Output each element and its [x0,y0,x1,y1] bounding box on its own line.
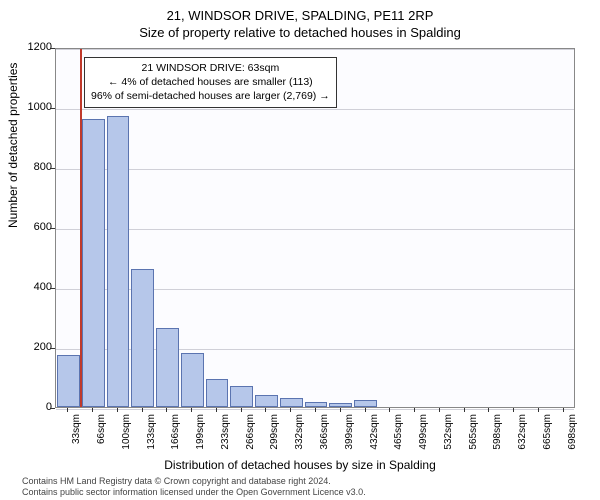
x-tick-label: 133sqm [146,414,157,464]
property-marker-line [80,49,82,407]
x-tick-label: 166sqm [170,414,181,464]
histogram-bar [354,400,377,408]
annotation-box: 21 WINDSOR DRIVE: 63sqm← 4% of detached … [84,57,337,108]
x-tick-mark [290,408,291,412]
x-tick-label: 299sqm [269,414,280,464]
gridline [56,109,574,110]
x-tick-label: 399sqm [344,414,355,464]
x-tick-label: 499sqm [418,414,429,464]
x-tick-label: 100sqm [121,414,132,464]
y-tick-label: 600 [12,221,52,233]
x-tick-label: 632sqm [517,414,528,464]
histogram-bar [181,353,204,407]
x-tick-label: 432sqm [369,414,380,464]
y-tick-mark [51,348,55,349]
x-tick-mark [365,408,366,412]
histogram-bar [82,119,105,407]
histogram-bar [57,355,80,408]
histogram-bar [255,395,278,407]
y-tick-mark [51,108,55,109]
histogram-bar [329,403,352,407]
x-tick-label: 565sqm [468,414,479,464]
x-tick-mark [166,408,167,412]
chart-plot-area: 21 WINDSOR DRIVE: 63sqm← 4% of detached … [55,48,575,408]
x-tick-mark [513,408,514,412]
x-tick-label: 698sqm [567,414,578,464]
x-axis-label: Distribution of detached houses by size … [0,458,600,472]
histogram-bar [206,379,229,408]
y-tick-mark [51,408,55,409]
x-tick-mark [563,408,564,412]
annotation-line: 21 WINDSOR DRIVE: 63sqm [91,61,330,75]
histogram-bar [280,398,303,407]
x-tick-label: 366sqm [319,414,330,464]
x-tick-mark [92,408,93,412]
y-tick-label: 400 [12,281,52,293]
x-tick-label: 332sqm [294,414,305,464]
x-tick-mark [340,408,341,412]
x-tick-label: 199sqm [195,414,206,464]
x-tick-label: 233sqm [220,414,231,464]
y-tick-label: 0 [12,401,52,413]
y-tick-mark [51,288,55,289]
chart-title: Size of property relative to detached ho… [0,23,600,40]
y-tick-mark [51,48,55,49]
x-tick-mark [315,408,316,412]
gridline [56,169,574,170]
gridline [56,229,574,230]
histogram-bar [131,269,154,407]
gridline [56,49,574,50]
x-tick-label: 266sqm [245,414,256,464]
y-tick-label: 200 [12,341,52,353]
y-tick-label: 800 [12,161,52,173]
footer-line-2: Contains public sector information licen… [22,487,600,498]
y-axis-label: Number of detached properties [6,63,20,228]
histogram-bar [156,328,179,408]
x-tick-label: 665sqm [542,414,553,464]
x-tick-label: 598sqm [492,414,503,464]
footer-line-1: Contains HM Land Registry data © Crown c… [22,476,600,487]
x-tick-mark [414,408,415,412]
x-tick-label: 465sqm [393,414,404,464]
y-tick-label: 1000 [12,101,52,113]
x-tick-mark [216,408,217,412]
y-tick-label: 1200 [12,41,52,53]
address-title: 21, WINDSOR DRIVE, SPALDING, PE11 2RP [0,0,600,23]
histogram-bar [107,116,130,407]
x-tick-mark [488,408,489,412]
x-tick-mark [191,408,192,412]
x-tick-mark [117,408,118,412]
y-tick-mark [51,168,55,169]
x-tick-mark [389,408,390,412]
x-tick-label: 532sqm [443,414,454,464]
annotation-line: ← 4% of detached houses are smaller (113… [91,75,330,89]
x-tick-mark [265,408,266,412]
footer-attribution: Contains HM Land Registry data © Crown c… [0,476,600,499]
x-tick-mark [439,408,440,412]
histogram-bar [230,386,253,407]
x-tick-mark [538,408,539,412]
histogram-bar [305,402,328,407]
annotation-line: 96% of semi-detached houses are larger (… [91,89,330,103]
x-tick-mark [241,408,242,412]
x-tick-mark [464,408,465,412]
x-tick-label: 33sqm [71,414,82,464]
y-tick-mark [51,228,55,229]
x-tick-mark [67,408,68,412]
x-tick-label: 66sqm [96,414,107,464]
x-tick-mark [142,408,143,412]
